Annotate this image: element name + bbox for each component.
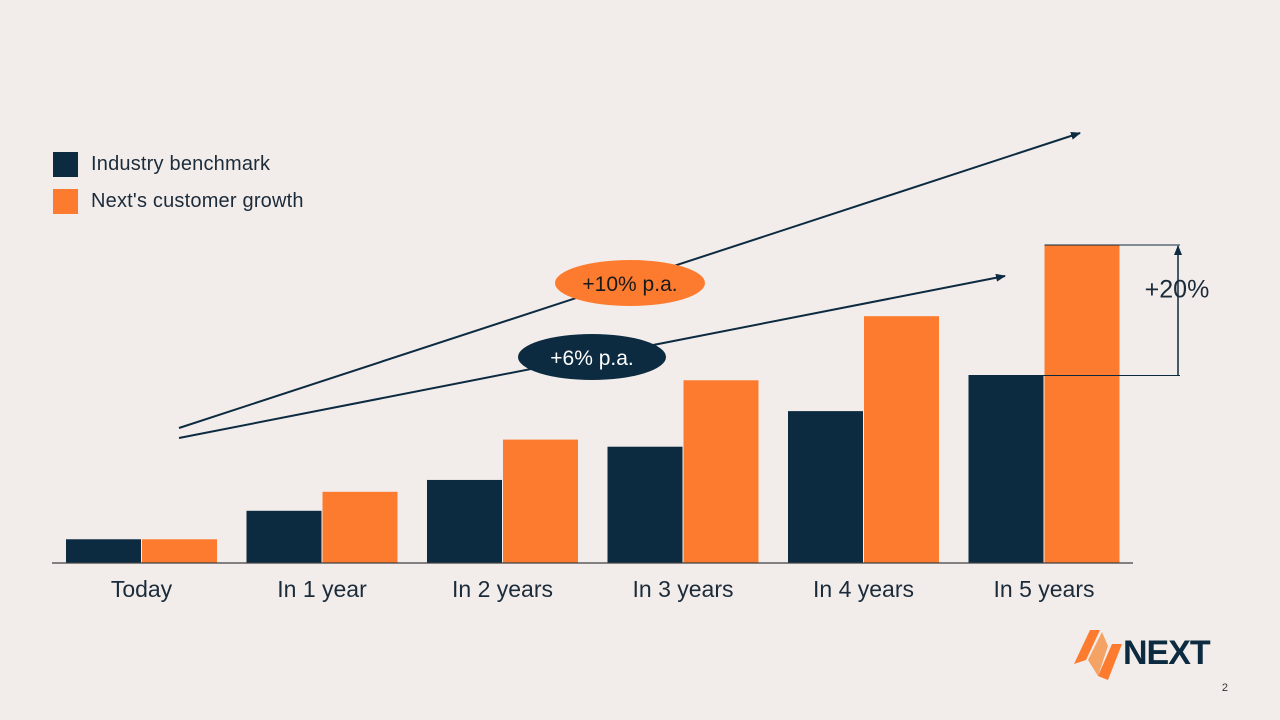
x-tick-label-today: Today (111, 576, 173, 602)
legend-label-next: Next's customer growth (91, 190, 304, 212)
legend-label-benchmark: Industry benchmark (91, 153, 271, 175)
x-tick-label-in-5-years: In 5 years (994, 576, 1095, 602)
growth-annotation-benchmark: +6% p.a. (518, 334, 666, 380)
bar-next-in-2-years (503, 439, 578, 563)
bar-next-in-5-years (1044, 245, 1120, 563)
growth-pill-benchmark (518, 334, 666, 380)
bar-benchmark-in-4-years (788, 411, 863, 563)
bar-next-in-4-years (864, 316, 939, 563)
difference-bracket: +20% (968, 244, 1210, 377)
growth-label-next: +10% p.a. (582, 273, 677, 296)
bar-next-today (142, 539, 217, 563)
x-tick-label-in-4-years: In 4 years (813, 576, 914, 602)
x-tick-label-in-3-years: In 3 years (633, 576, 734, 602)
page-number: 2 (1221, 682, 1228, 694)
growth-pill-next (555, 260, 705, 306)
bar-next-in-1-year (322, 491, 398, 563)
bar-benchmark-today (66, 539, 141, 563)
legend-item-next: Next's customer growth (53, 183, 304, 220)
growth-annotation-next: +10% p.a. (555, 260, 705, 306)
legend-swatch-next (53, 189, 78, 214)
logo-mark-icon (1074, 630, 1122, 680)
difference-label: +20% (1145, 275, 1210, 303)
growth-label-benchmark: +6% p.a. (550, 347, 633, 370)
logo-wordmark: NEXT (1123, 634, 1211, 672)
bar-benchmark-in-5-years (968, 375, 1044, 563)
legend: Industry benchmark Next's customer growt… (53, 146, 304, 220)
bar-benchmark-in-2-years (427, 479, 502, 563)
x-tick-label-in-1-year: In 1 year (277, 576, 367, 602)
legend-swatch-benchmark (53, 152, 78, 177)
bar-benchmark-in-3-years (607, 446, 683, 563)
bar-benchmark-in-1-year (246, 510, 322, 563)
legend-item-benchmark: Industry benchmark (53, 146, 304, 183)
bar-next-in-3-years (683, 380, 759, 563)
x-tick-label-in-2-years: In 2 years (452, 576, 553, 602)
next-logo: NEXT (1074, 630, 1212, 680)
